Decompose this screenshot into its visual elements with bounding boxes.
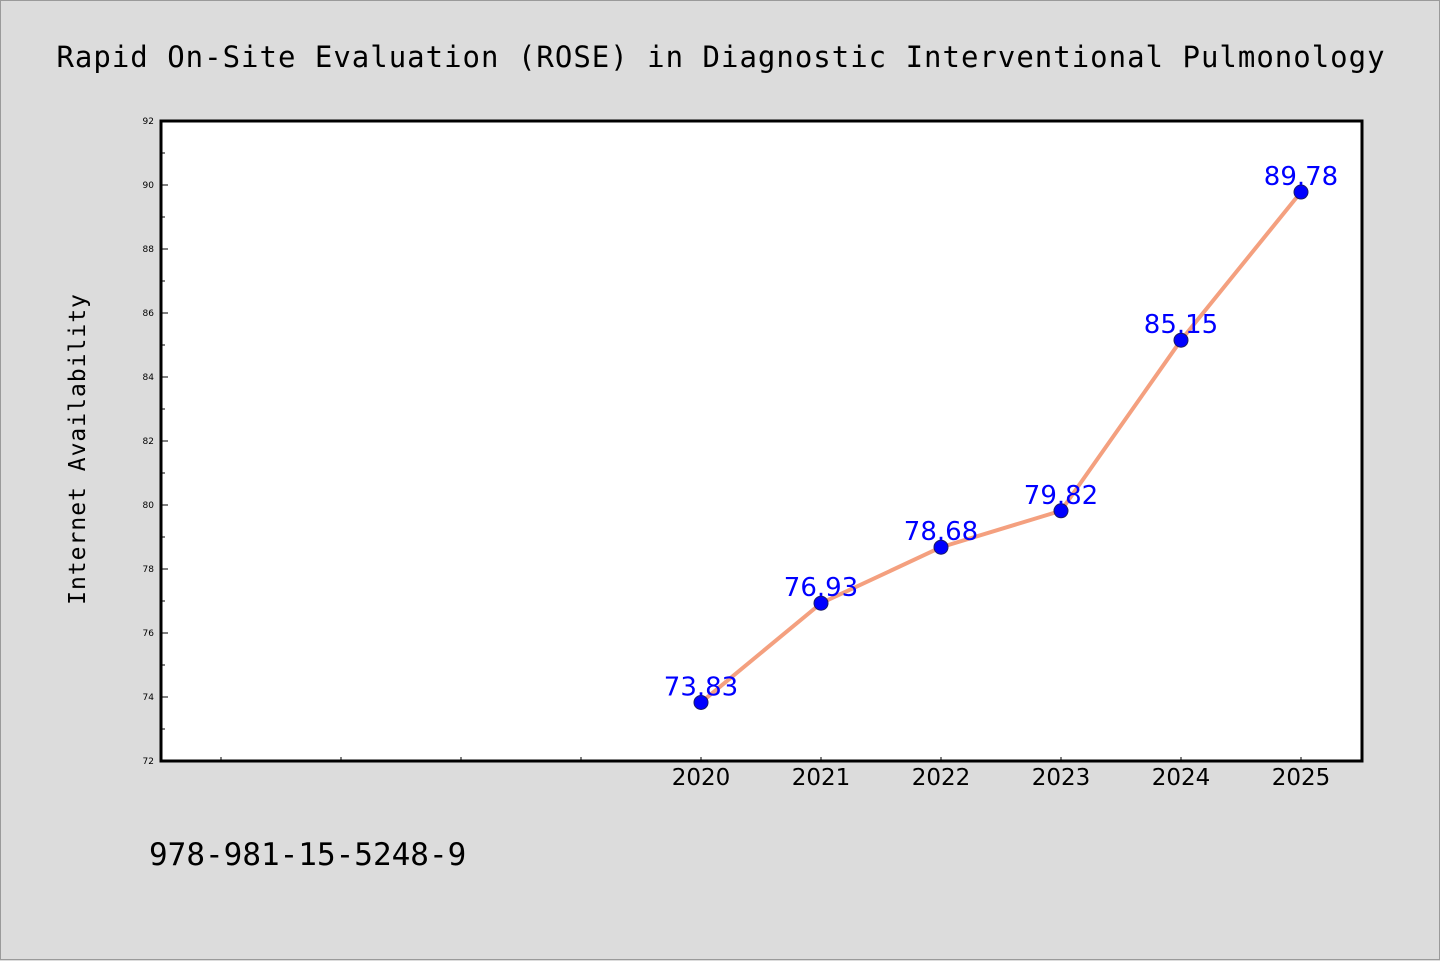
y-tick-label: 72: [143, 757, 154, 767]
y-tick-label: 74: [143, 693, 155, 703]
x-tick-label: 2025: [1272, 765, 1331, 791]
y-axis-ticks: 72 74 76 78 80 82 84 86 88 90 92: [143, 117, 168, 767]
data-label: 89.78: [1264, 162, 1338, 192]
y-tick-label: 76: [143, 629, 155, 639]
plot-area: [161, 121, 1362, 761]
data-point-marker: [693, 694, 709, 710]
data-label-group: 73.83 76.93 78.68 79.82 85.15 89.78: [664, 162, 1338, 702]
x-tick-label: 2022: [912, 765, 971, 791]
y-tick-label: 92: [143, 117, 154, 127]
series-line: [699, 190, 1303, 705]
data-point-marker: [1293, 184, 1309, 200]
y-tick-label: 80: [143, 501, 155, 511]
x-tick-label: 2023: [1032, 765, 1091, 791]
y-tick-label: 84: [143, 373, 155, 383]
data-point-marker: [1173, 332, 1189, 348]
data-label: 73.83: [664, 672, 738, 702]
data-label: 79.82: [1024, 481, 1098, 511]
y-tick-label: 88: [143, 245, 155, 255]
x-tick-label: 2020: [672, 765, 731, 791]
chart-title: Rapid On-Site Evaluation (ROSE) in Diagn…: [56, 40, 1385, 74]
data-point-marker: [933, 539, 949, 555]
y-tick-label: 78: [143, 565, 155, 575]
data-point-marker: [1053, 503, 1069, 519]
x-axis-ticks: 2020 2021 2022 2023 2024 2025: [220, 757, 1331, 791]
y-tick-label: 82: [143, 437, 154, 447]
data-point-marker: [813, 595, 829, 611]
data-label: 78.68: [904, 517, 978, 547]
marker-group: [693, 184, 1309, 710]
data-label: 76.93: [784, 573, 858, 603]
y-axis-label: Internet Availability: [65, 293, 91, 605]
plot-border: [159, 119, 1364, 763]
series-line-group: [699, 190, 1303, 705]
data-label: 85.15: [1144, 310, 1218, 340]
y-tick-label: 90: [143, 181, 155, 191]
y-tick-label: 86: [143, 309, 155, 319]
x-tick-label: 2021: [792, 765, 851, 791]
x-tick-label: 2024: [1152, 765, 1211, 791]
isbn-footer: 978-981-15-5248-9: [149, 837, 466, 873]
